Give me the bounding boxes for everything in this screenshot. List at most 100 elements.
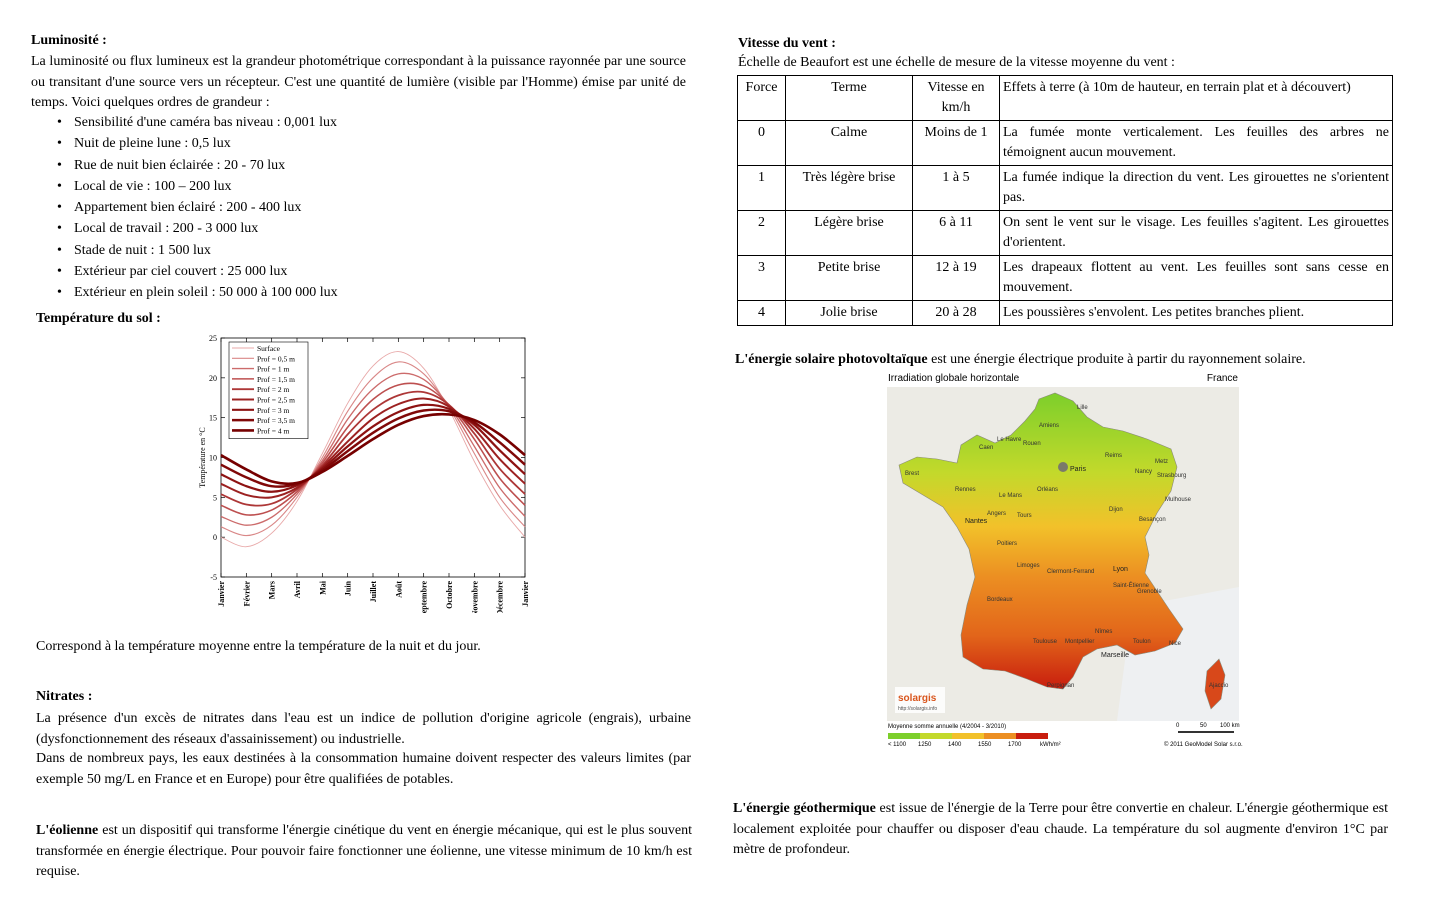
map-city-caen: Caen [979,445,993,451]
map-city-brest: Brest [905,471,919,477]
map-city-nantes: Nantes [965,518,988,525]
y-axis-label: Température en °C [198,427,207,487]
legend-swatch [1016,733,1048,739]
map-city-poitiers: Poitiers [997,541,1017,547]
cell-effets: Les poussières s'envolent. Les petites b… [999,300,1393,326]
y-tick-label: 5 [213,493,217,502]
x-tick-label: Janvier [521,581,530,607]
legend-label: Prof = 3,5 m [257,416,295,425]
series-line [220,351,526,548]
header-vitesse: Vitesse en km/h [912,75,1000,121]
series-line [220,408,526,488]
nitrates-paragraph-1: La présence d'un excès de nitrates dans … [36,711,691,747]
map-city-montpellier: Montpellier [1065,639,1094,645]
soil-temperature-chart: -5 0 5 10 15 20 25 Janvier Février Mars Avril Mai Ju… [198,334,530,613]
legend-value: 1550 [978,742,992,748]
legend-swatch [920,733,952,739]
y-tick-label: -5 [210,573,217,582]
france-mainland [898,392,1184,690]
geothermique-term: L'énergie géothermique [733,801,876,816]
x-tick-label: Septembre [420,581,429,613]
map-city-toulouse: Toulouse [1033,639,1058,645]
y-tick-label: 0 [213,533,217,542]
cell-effets: La fumée indique la direction du vent. L… [999,165,1393,211]
x-tick-label: Février [242,581,251,607]
y-tick-label: 20 [209,374,217,383]
map-legend-unit: kWh/m² [1040,742,1061,748]
beaufort-row: 4 Jolie brise 20 à 28 Les poussières s'envo… [737,300,1393,326]
legend-label: Prof = 4 m [257,426,290,435]
cell-terme: Petite brise [785,255,913,301]
map-scale-0: 0 [1176,723,1180,729]
legend-label: Prof = 3 m [257,406,290,415]
series-line [220,372,526,526]
map-city-metz: Metz [1155,459,1168,465]
map-city-reims: Reims [1105,453,1122,459]
series-line [220,361,526,537]
map-country: France [1206,373,1238,384]
legend-value: 1250 [918,742,932,748]
luminosite-item: Rue de nuit bien éclairée : 20 - 70 lux [31,155,686,177]
legend-value: < 1100 [888,742,907,748]
legend-label: Prof = 0,5 m [257,354,295,363]
map-city-nancy: Nancy [1135,469,1152,475]
x-tick-label: Octobre [445,581,454,609]
x-tick-label: Novembre [470,581,479,613]
legend-label: Surface [257,344,281,353]
map-city-amiens: Amiens [1039,423,1059,429]
map-city-grenoble: Grenoble [1137,589,1162,595]
luminosite-title: Luminosité : [31,33,107,48]
luminosite-list: Sensibilité d'une caméra bas niveau : 0,… [31,112,686,304]
x-tick-label: Août [394,581,403,598]
luminosite-item: Appartement bien éclairé : 200 - 400 lux [31,197,686,219]
vent-title: Vitesse du vent : [738,36,836,51]
series-line [220,397,526,499]
cell-vitesse: 6 à 11 [912,210,1000,256]
map-city-angers: Angers [987,511,1006,517]
map-copyright: © 2011 GeoModel Solar s.r.o. [1164,742,1243,748]
header-terme: Terme [785,75,913,121]
map-city-mulhouse: Mulhouse [1165,497,1192,503]
legend-label: Prof = 1,5 m [257,375,295,384]
map-legend-bar [888,733,1048,739]
legend-swatch [888,733,920,739]
beaufort-row: 3 Petite brise 12 à 19 Les drapeaux flotten… [737,255,1393,301]
y-tick-label: 25 [209,334,217,343]
cell-terme: Très légère brise [785,165,913,211]
x-tick-label: Avril [293,580,302,598]
solar-map-figure: Irradiation globale horizontale France P… [884,373,1244,753]
solaire-text: est une énergie électrique produite à pa… [927,352,1306,367]
y-tick-label: 15 [209,414,217,423]
cell-force: 4 [737,300,786,326]
map-city-nimes: Nîmes [1095,629,1112,635]
luminosite-item: Extérieur en plein soleil : 50 000 à 100… [31,282,686,304]
map-city-toulon: Toulon [1133,639,1151,645]
beaufort-header-row: Force Terme Vitesse en km/h Effets à ter… [737,75,1393,121]
map-city-marseille: Marseille [1101,652,1129,659]
luminosite-item: Local de travail : 200 - 3 000 lux [31,218,686,240]
paris-marker [1058,462,1068,472]
geothermique-paragraph: L'énergie géothermique est issue de l'én… [733,799,1388,861]
series-line [220,390,526,507]
x-tick-label: Juin [344,580,353,596]
luminosite-item: Nuit de pleine lune : 0,5 lux [31,133,686,155]
series-line [220,412,526,486]
map-city-ajaccio: Ajaccio [1209,683,1229,689]
cell-terme: Légère brise [785,210,913,256]
header-effets: Effets à terre (à 10m de hauteur, en ter… [999,75,1393,121]
series-line [220,382,526,516]
beaufort-row: 0 Calme Moins de 1 La fumée monte verticale… [737,120,1393,166]
legend-value: 1700 [1008,742,1022,748]
legend-value: 1400 [948,742,962,748]
map-city-rouen: Rouen [1023,441,1041,447]
eolienne-term: L'éolienne [36,823,99,838]
map-city-rennes: Rennes [955,487,976,493]
x-tick-label: Juillet [369,581,378,603]
series-line [220,403,526,493]
legend-label: Prof = 1 m [257,365,290,374]
map-title: Irradiation globale horizontale [888,373,1020,384]
map-scale-50: 50 [1200,723,1207,729]
x-tick-label: Décembre [496,581,505,613]
nitrates-paragraph-2: Dans de nombreux pays, les eaux destinée… [36,751,691,787]
cell-effets: Les drapeaux flottent au vent. Les feuil… [999,255,1393,301]
